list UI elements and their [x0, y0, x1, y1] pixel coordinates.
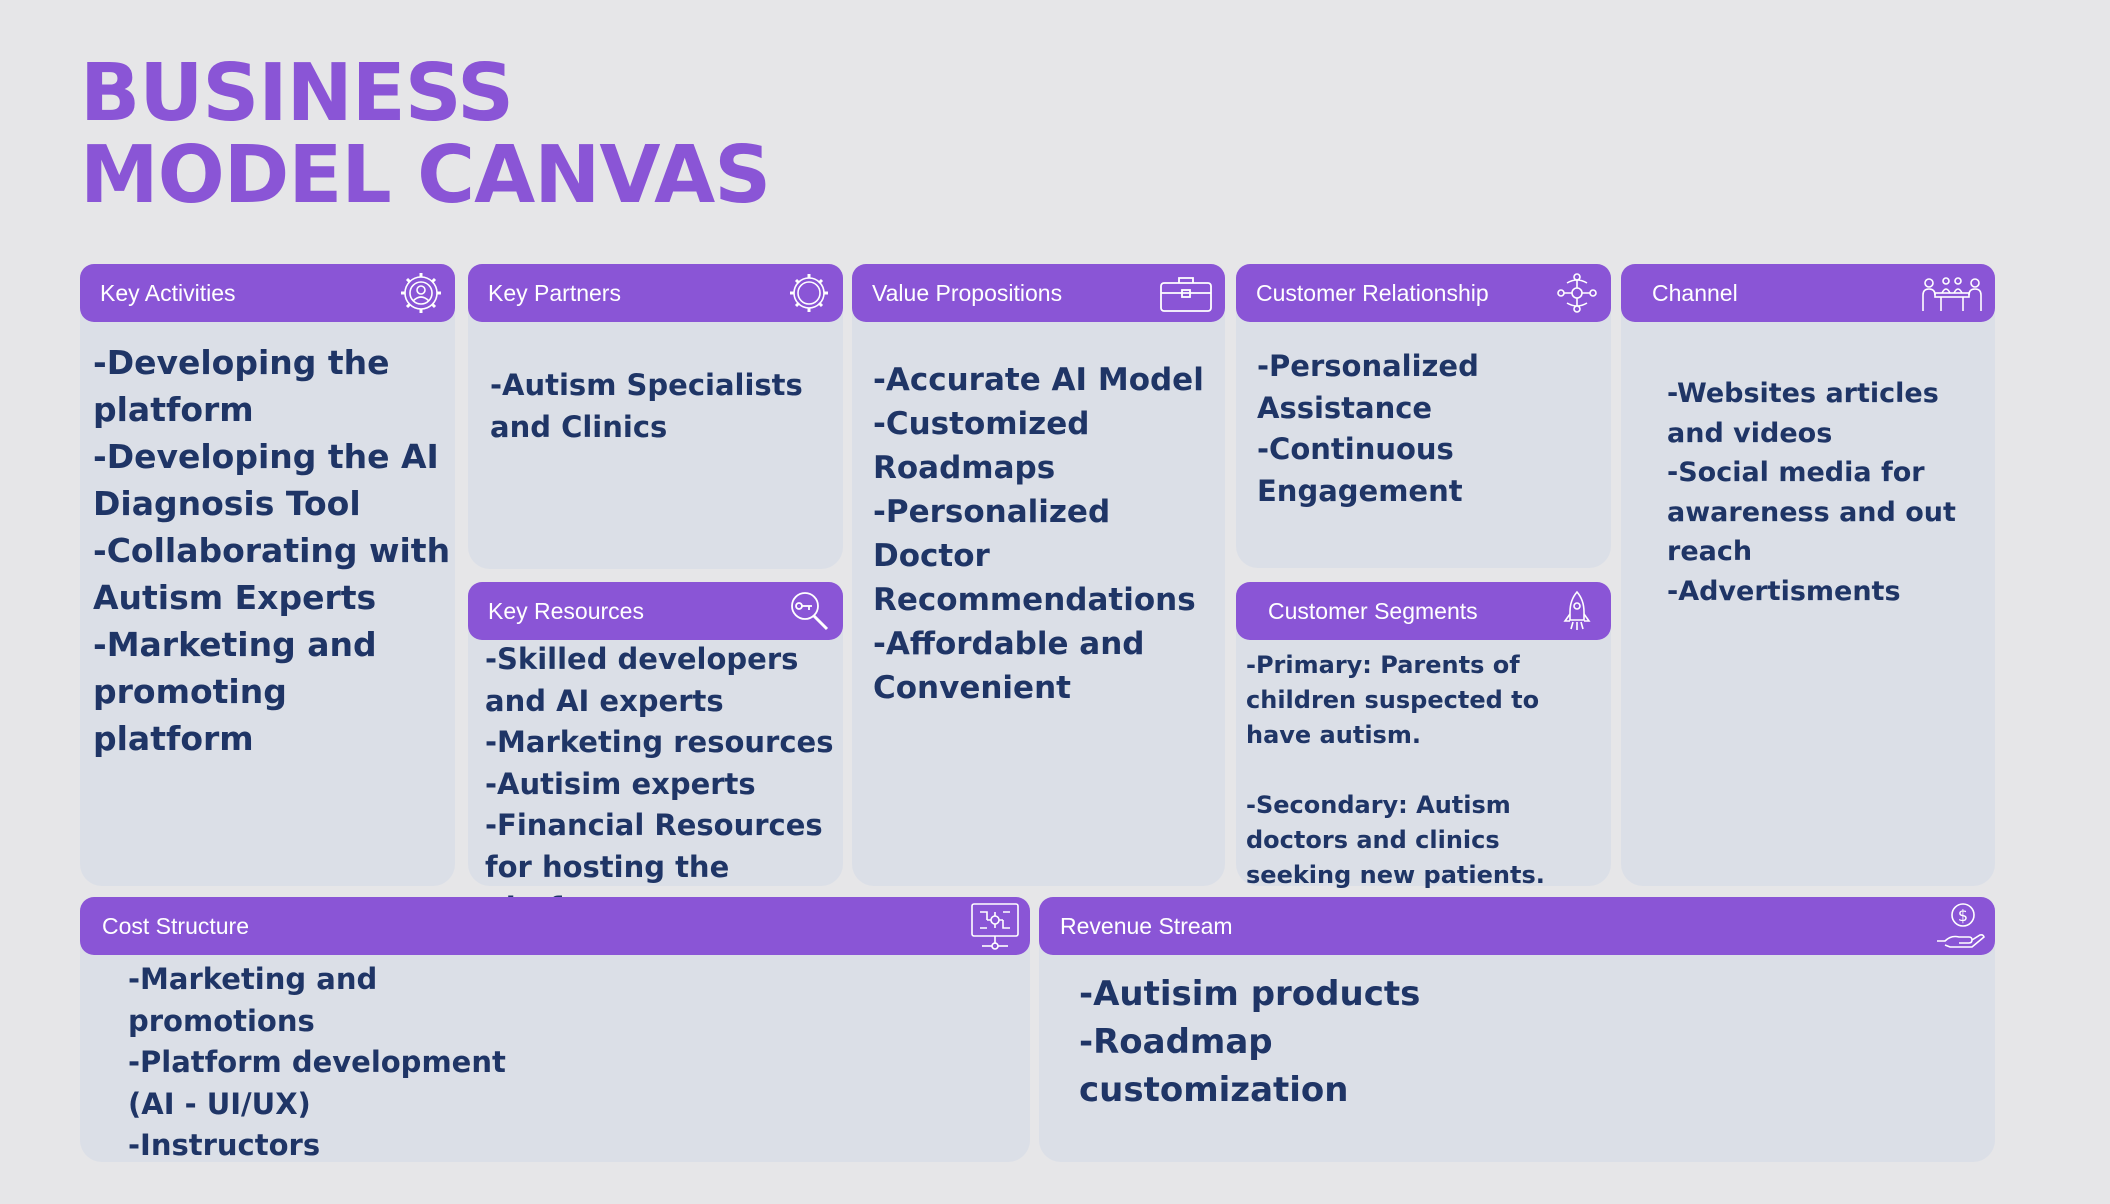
- list-item: -Marketing resources: [485, 725, 834, 759]
- list-item: -Developing the AI Diagnosis Tool: [93, 437, 439, 523]
- list-item: -Personalized Doctor Recommendations: [873, 494, 1196, 618]
- key-activities-content: -Developing the platform -Developing the…: [93, 339, 453, 762]
- hand-dollar-icon: $: [1935, 901, 1985, 951]
- value-propositions-title: Value Propositions: [872, 279, 1063, 306]
- channel-card: Channel -Websites articles and videos -S…: [1621, 264, 1995, 886]
- key-activities-title: Key Activities: [100, 279, 236, 306]
- key-resources-card: Key Resources -Skilled developers and AI…: [468, 582, 843, 925]
- magnifier-key-icon: [787, 589, 831, 633]
- revenue-stream-card: Revenue Stream $ -Autisim products -Road…: [1039, 897, 1995, 1162]
- list-item: -Collaborating with Autism Experts: [93, 531, 451, 617]
- list-item: -Marketing and promotions: [128, 962, 378, 1038]
- value-propositions-header: Value Propositions: [852, 264, 1225, 322]
- list-item: -Advertisments: [1667, 575, 1901, 607]
- svg-text:$: $: [1958, 906, 1968, 925]
- channel-content: -Websites articles and videos -Social me…: [1667, 374, 1987, 611]
- cost-structure-content: -Marketing and promotions -Platform deve…: [128, 959, 518, 1167]
- revenue-stream-title: Revenue Stream: [1060, 912, 1233, 939]
- key-activities-card: Key Activities -Developing the platform …: [80, 264, 455, 886]
- cost-structure-title: Cost Structure: [102, 912, 249, 939]
- value-propositions-card: Value Propositions -Accurate AI Model -C…: [852, 264, 1225, 886]
- cost-structure-card: Cost Structure -Marketing and promotions…: [80, 897, 1030, 1162]
- key-resources-header: Key Resources: [468, 582, 843, 640]
- customer-relationship-content: -Personalized Assistance -Continuous Eng…: [1257, 346, 1597, 512]
- list-item: -Skilled developers and AI experts: [485, 642, 799, 718]
- customer-relationship-header: Customer Relationship: [1236, 264, 1611, 322]
- list-item: -Autisim products: [1079, 974, 1421, 1014]
- revenue-stream-content: -Autisim products -Roadmap customization: [1079, 970, 1459, 1114]
- key-partners-content: -Autism Specialists and Clinics: [490, 364, 830, 448]
- key-partners-card: Key Partners -Autism Specialists and Cli…: [468, 264, 843, 569]
- list-item: -Autism Specialists and Clinics: [490, 368, 803, 444]
- customer-relationship-title: Customer Relationship: [1256, 279, 1489, 306]
- list-item: -Developing the platform: [93, 343, 390, 429]
- segment-secondary: -Secondary: Autism doctors and clinics s…: [1246, 791, 1545, 889]
- list-item: -Personalized Assistance: [1257, 349, 1479, 425]
- customer-segments-content: -Primary: Parents of children suspected …: [1246, 648, 1608, 893]
- page-title: BUSINESS MODEL CANVAS: [80, 47, 771, 221]
- cost-structure-header: Cost Structure: [80, 897, 1030, 955]
- rocket-icon: [1555, 589, 1599, 633]
- meeting-table-icon: [1921, 271, 1983, 315]
- revenue-stream-header: Revenue Stream $: [1039, 897, 1995, 955]
- customer-segments-card: Customer Segments -Primary: Parents of c…: [1236, 582, 1611, 889]
- list-item: -Marketing and promoting platform: [93, 625, 377, 758]
- key-resources-content: -Skilled developers and AI experts -Mark…: [485, 639, 840, 930]
- list-item: -Platform development (AI - UI/UX): [128, 1045, 506, 1121]
- customer-segments-title: Customer Segments: [1268, 597, 1478, 624]
- list-item: -Social media for awareness and out reac…: [1667, 457, 1956, 567]
- list-item: -Customized Roadmaps: [873, 406, 1090, 486]
- key-partners-title: Key Partners: [488, 279, 621, 306]
- customer-relationship-card: Customer Relationship -Personalized Assi…: [1236, 264, 1611, 568]
- list-item: -Accurate AI Model: [873, 362, 1204, 398]
- key-activities-header: Key Activities: [80, 264, 455, 322]
- list-item: -Websites articles and videos: [1667, 378, 1939, 449]
- network-people-icon: [1555, 271, 1599, 315]
- gear-icon: [787, 271, 831, 315]
- channel-header: Channel: [1621, 264, 1995, 322]
- segment-primary: -Primary: Parents of children suspected …: [1246, 651, 1540, 749]
- monitor-network-icon: [970, 902, 1020, 950]
- key-resources-title: Key Resources: [488, 597, 644, 624]
- channel-title: Channel: [1652, 279, 1738, 306]
- briefcase-icon: [1159, 271, 1213, 315]
- list-item: -Affordable and Convenient: [873, 626, 1145, 706]
- title-line-1: BUSINESS: [80, 47, 514, 139]
- gear-person-icon: [399, 271, 443, 315]
- list-item: -Continuous Engagement: [1257, 432, 1463, 508]
- list-item: -Instructors: [128, 1128, 321, 1162]
- customer-segments-header: Customer Segments: [1236, 582, 1611, 640]
- value-propositions-content: -Accurate AI Model -Customized Roadmaps …: [873, 358, 1223, 710]
- title-line-2: MODEL CANVAS: [80, 129, 771, 221]
- list-item: -Roadmap customization: [1079, 1022, 1349, 1110]
- list-item: -Autisim experts: [485, 766, 756, 801]
- key-partners-header: Key Partners: [468, 264, 843, 322]
